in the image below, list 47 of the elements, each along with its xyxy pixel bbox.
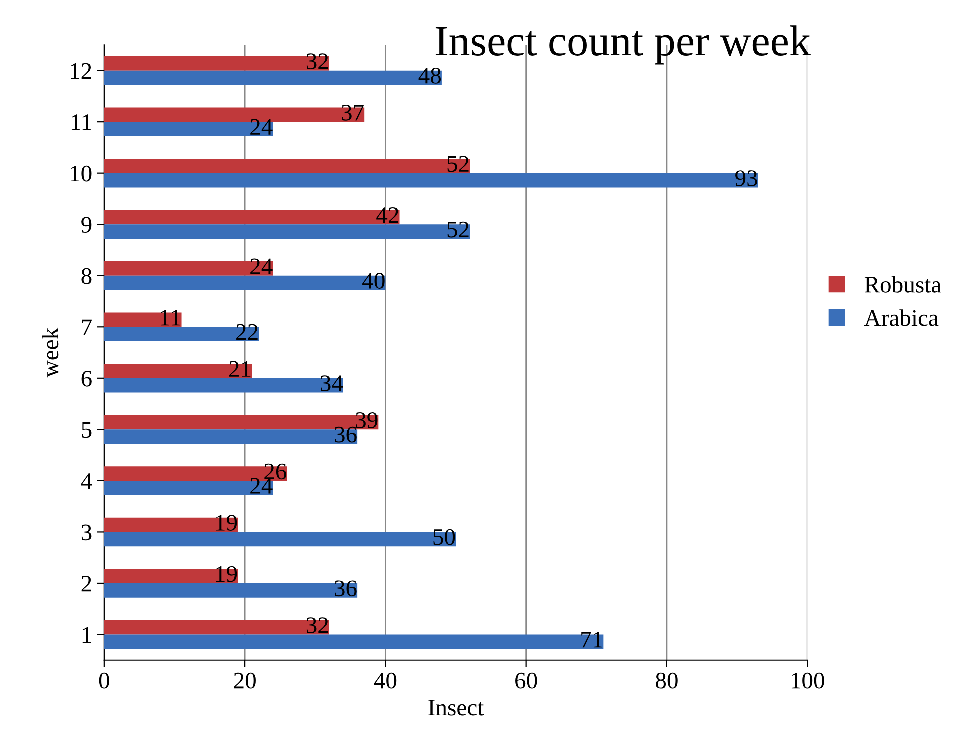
x-axis-title: Insect [428,700,484,716]
chart-title: Insect count per week [436,26,811,65]
data-label: 39 [356,412,378,428]
legend-label: Robusta [864,276,942,293]
data-label: 24 [250,478,273,494]
data-label: 21 [230,361,251,377]
data-label: 34 [321,376,344,392]
data-label: 24 [250,119,273,135]
data-label: 37 [342,104,364,121]
data-label: 11 [161,310,180,326]
y-tick-label: 7 [82,320,92,336]
data-label: 22 [236,324,258,340]
y-tick-label: 3 [82,524,92,541]
y-tick-label: 4 [81,474,92,490]
y-tick-label: 2 [82,576,92,592]
data-label: 32 [306,54,328,70]
data-label: 40 [362,273,385,289]
y-tick-label: 10 [71,166,92,182]
data-label: 50 [434,529,456,546]
data-label: 48 [418,68,442,84]
data-label: 42 [376,207,398,224]
data-label: 24 [250,258,273,274]
y-tick-label: 5 [82,422,92,438]
x-tick-label: 100 [792,672,824,689]
data-label: 19 [216,515,238,531]
y-tick-label: 6 [82,370,92,387]
data-label: 71 [582,632,602,648]
y-tick-label: 11 [72,114,92,130]
x-tick-label: 80 [656,672,678,689]
y-tick-label: 12 [71,63,92,80]
y-tick-label: 9 [82,217,92,234]
x-tick-label: 0 [99,672,110,689]
data-label: 32 [306,618,328,634]
y-tick-label: 8 [82,268,92,284]
x-tick-label: 60 [516,672,538,689]
data-label: 52 [448,222,469,238]
data-label: 19 [216,566,238,582]
x-tick-label: 20 [234,672,256,689]
y-tick-label: 1 [82,627,92,643]
x-tick-label: 40 [374,672,397,689]
y-axis-title: week [42,328,59,378]
data-label: 36 [335,580,357,597]
data-label: 93 [736,170,758,186]
data-label: 52 [448,156,469,172]
data-label: 36 [335,426,357,443]
data-label: 26 [264,464,287,480]
legend-label: Arabica [864,310,939,326]
